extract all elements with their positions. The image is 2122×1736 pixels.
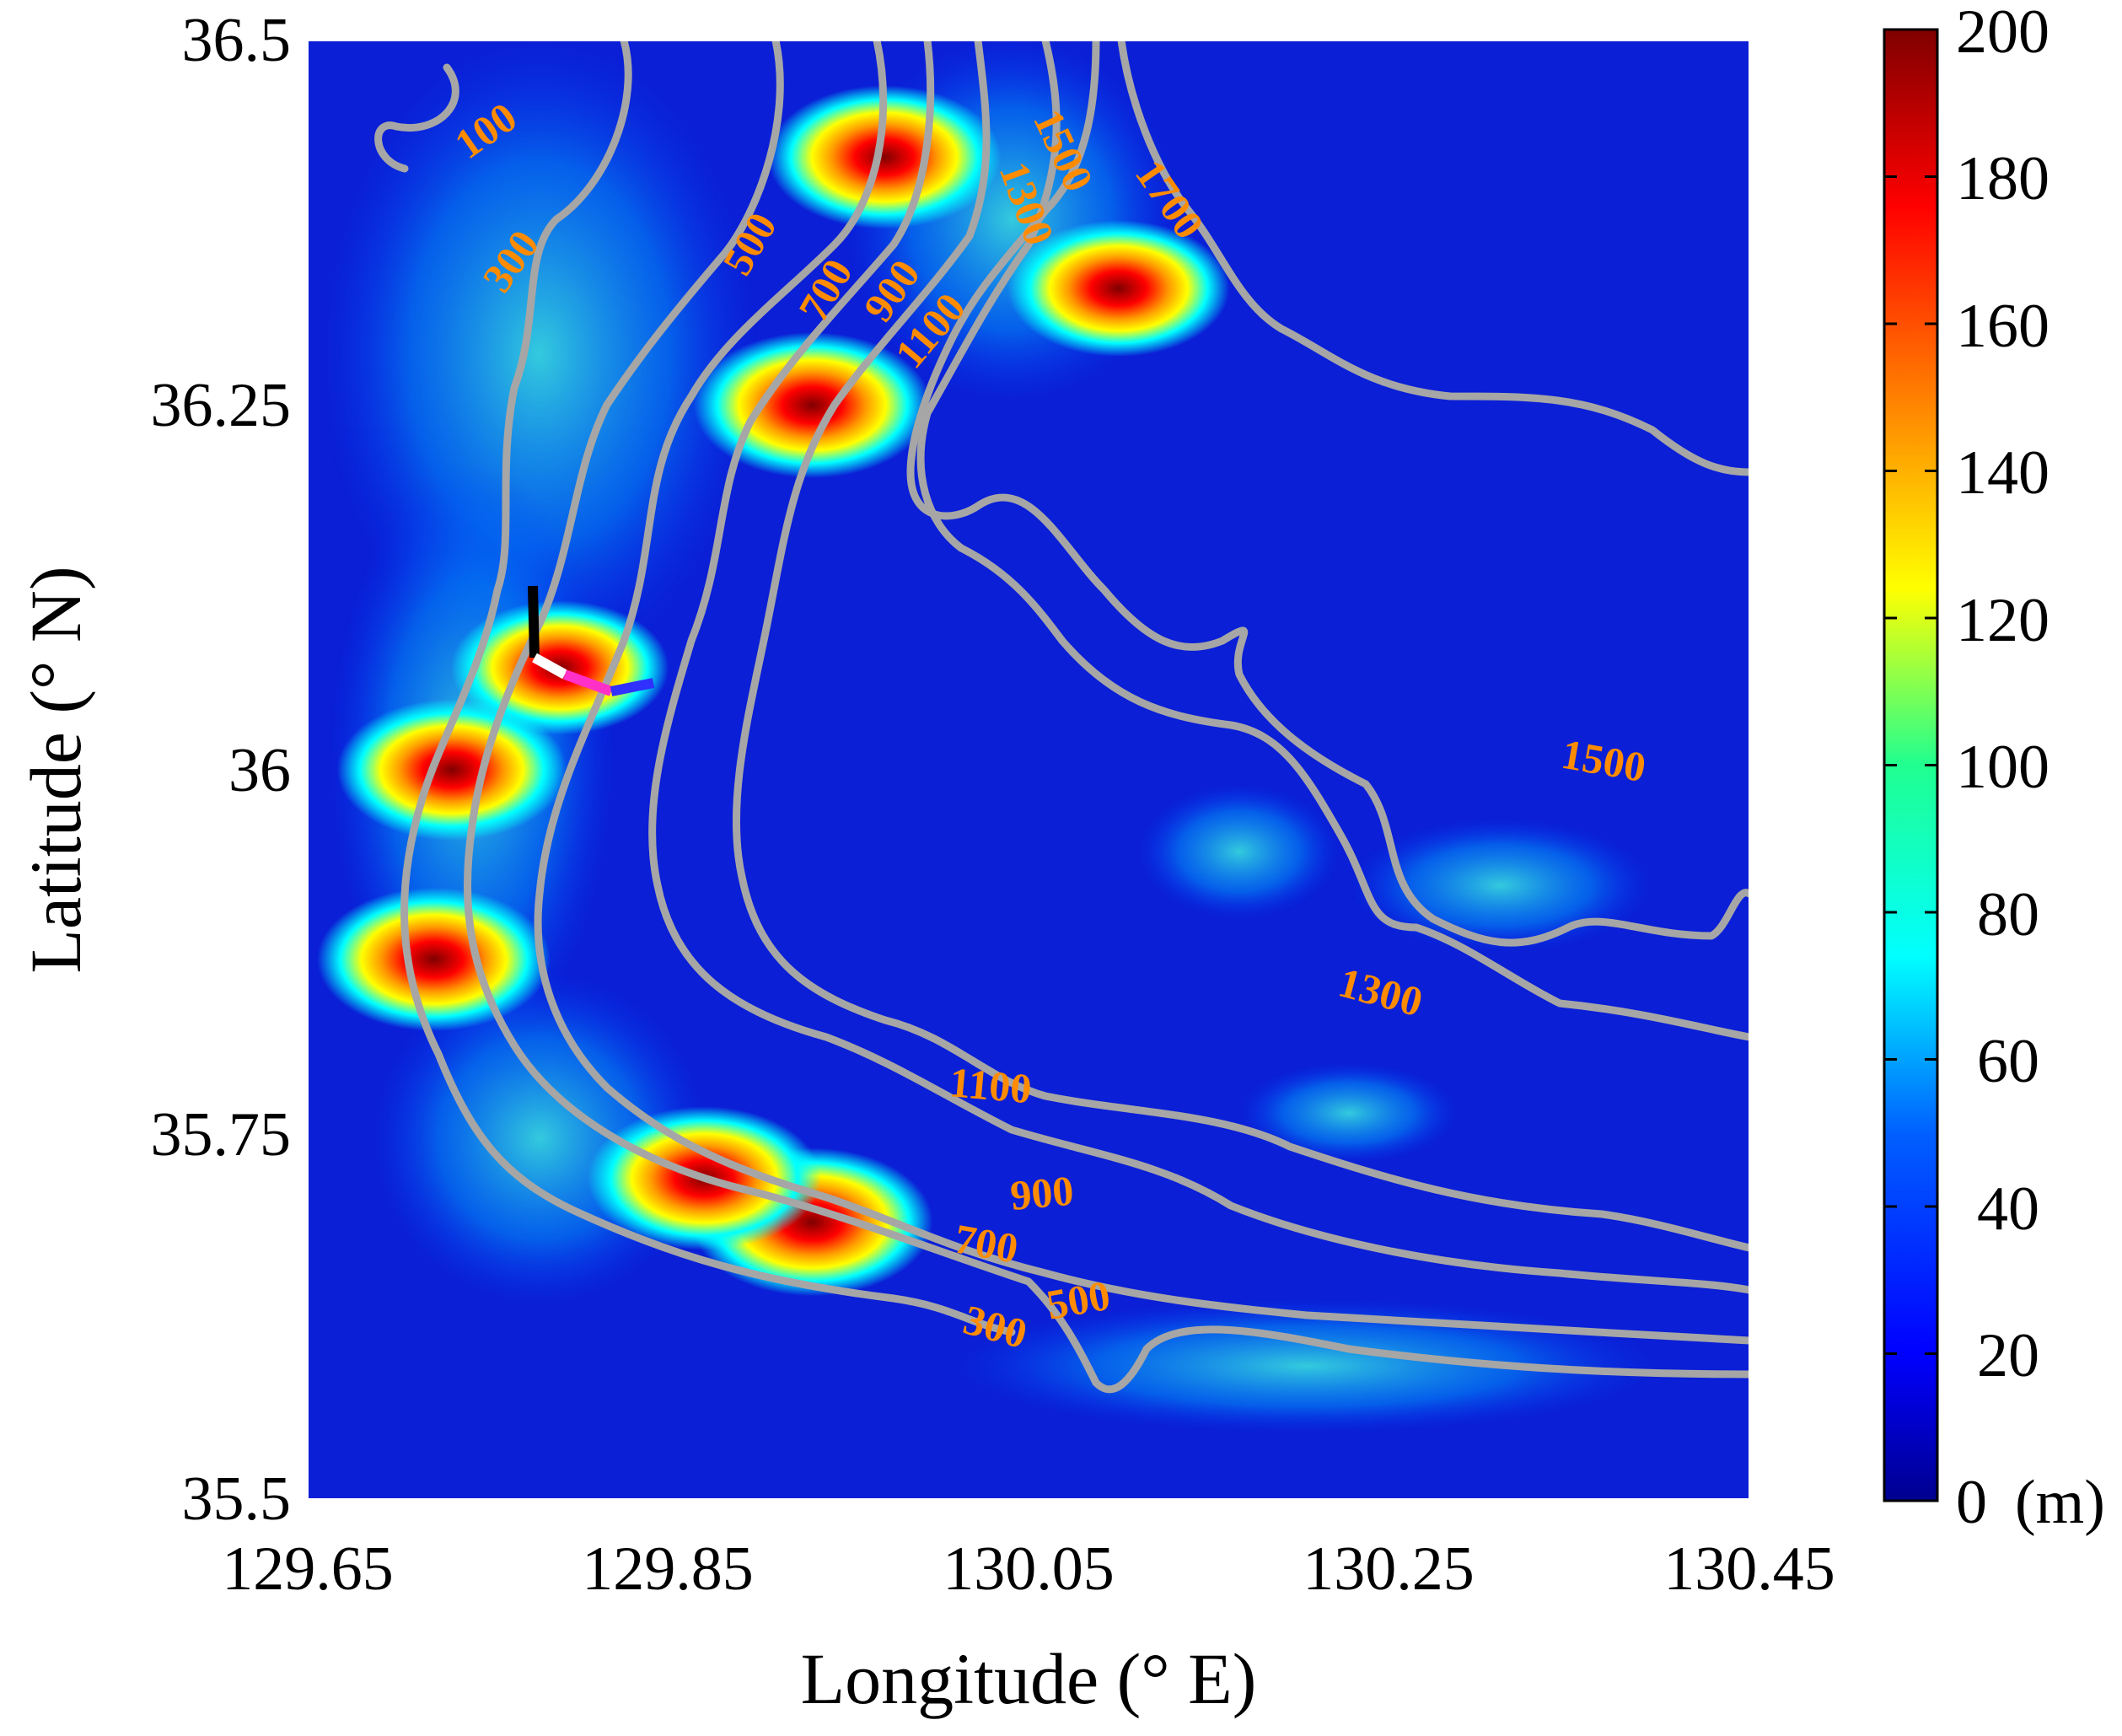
colorbar-tick-label: 120	[1956, 586, 2049, 655]
y-tick-label: 36.5	[182, 6, 292, 75]
y-tick-label: 35.75	[151, 1100, 292, 1169]
x-tick-label: 130.45	[1663, 1534, 1835, 1604]
hotspot	[693, 331, 932, 479]
colorbar-tick-label: 100	[1956, 733, 2049, 802]
contour-1100	[732, 40, 1749, 1252]
hotspot	[767, 85, 1002, 229]
colorbar: 200 180 160 140 120 100 80 60 40 20 0 (m…	[1883, 0, 2105, 1537]
hotspot	[336, 699, 567, 841]
contour-100	[374, 63, 459, 173]
contour-500	[463, 40, 1749, 1394]
colorbar-tick-label: 180	[1956, 144, 2049, 213]
y-tick-label: 36.25	[151, 371, 292, 440]
transect-line	[528, 585, 655, 696]
depth-contours	[374, 40, 1749, 1394]
y-tick-label: 36	[228, 736, 291, 805]
contour-label: 1100	[948, 1058, 1034, 1112]
x-tick-label: 130.25	[1303, 1534, 1475, 1604]
plot-frame	[307, 40, 1750, 1500]
contour-label: 700	[951, 1215, 1022, 1272]
x-tick-label: 129.85	[582, 1534, 754, 1604]
colorbar-tick-label: 80	[1977, 880, 2039, 949]
contour-300	[400, 40, 1016, 1336]
hotspot	[317, 887, 551, 1032]
y-tick-label: 35.5	[182, 1465, 292, 1534]
colorbar-tick-label: 160	[1956, 292, 2049, 361]
contour-700	[534, 40, 1749, 1345]
colorbar-tick-label: 140	[1956, 438, 2049, 508]
contour-900	[648, 40, 1749, 1294]
contour-label: 500	[1043, 1271, 1114, 1329]
y-axis: 36.5 36.25 36 35.75 35.5 Latitude (° N)	[15, 6, 291, 1534]
colorbar-tick-label: 20	[1977, 1321, 2039, 1390]
contour-label: 900	[1008, 1167, 1076, 1219]
colorbar-tick-label: 40	[1977, 1174, 2039, 1244]
colorbar-tick-label: 200	[1956, 0, 2049, 67]
y-axis-title: Latitude (° N)	[15, 566, 96, 973]
contour-1300	[916, 40, 1749, 1041]
x-tick-label: 130.05	[943, 1534, 1115, 1604]
colorbar-unit: (m)	[2015, 1468, 2105, 1537]
contour-1700	[1117, 40, 1749, 476]
x-axis-title: Longitude (° E)	[801, 1638, 1257, 1719]
contour-1500	[906, 40, 1749, 947]
colorbar-tick-label: 60	[1977, 1027, 2039, 1096]
x-axis: 129.65 129.85 130.05 130.25 130.45 Longi…	[222, 1534, 1835, 1719]
colorbar-tick-label: 0	[1956, 1468, 1987, 1537]
hotspot	[1007, 220, 1230, 357]
x-tick-label: 129.65	[222, 1534, 394, 1604]
